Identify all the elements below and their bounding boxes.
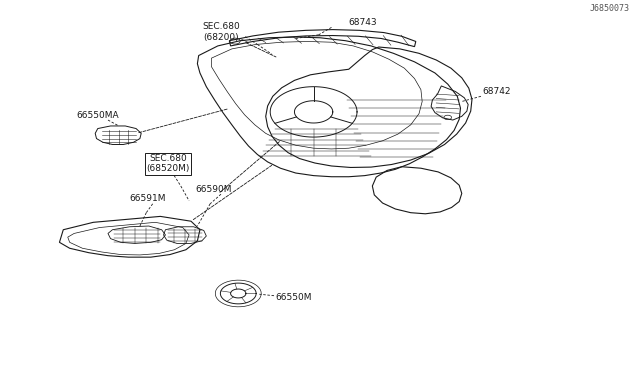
Text: 66550MA: 66550MA (76, 111, 118, 120)
Text: 66591M: 66591M (130, 195, 166, 203)
Text: J6850073: J6850073 (589, 4, 630, 13)
Text: 68743: 68743 (349, 19, 378, 28)
Text: 68742: 68742 (483, 87, 511, 96)
Text: 66590M: 66590M (195, 185, 232, 194)
Text: 66550M: 66550M (275, 293, 312, 302)
Text: SEC.680
(68520M): SEC.680 (68520M) (147, 154, 189, 173)
Text: SEC.680
(68200): SEC.680 (68200) (202, 22, 240, 42)
